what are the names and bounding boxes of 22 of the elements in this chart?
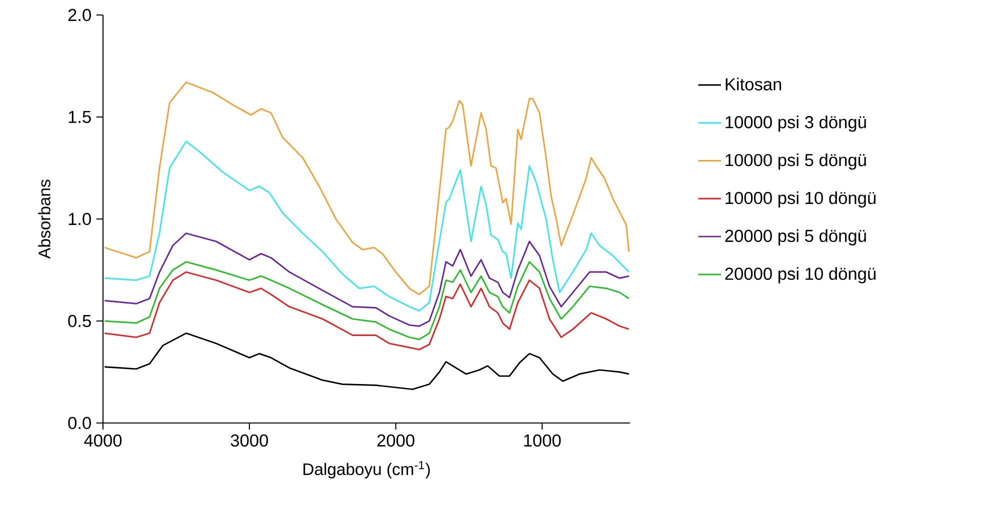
y-tick-label: 2.0: [68, 8, 91, 22]
legend-label: 20000 psi 5 döngü: [725, 229, 866, 246]
line-series: [104, 232, 630, 327]
y-tick-label: 0.5: [68, 314, 91, 328]
y-tick-label: 0.0: [68, 416, 91, 430]
legend-label: 10000 psi 3 döngü: [726, 116, 866, 132]
line-series: [104, 140, 630, 312]
x-tick-label: 2000: [377, 434, 414, 447]
x-axis-title: Dalgaboyu (cm$^{-1}$): [304, 461, 430, 478]
legend-label: Kitosan: [726, 78, 782, 90]
y-tick-label: 1.5: [68, 110, 91, 124]
y-tick-label: 1.0: [68, 212, 91, 226]
legend-label: 10000 psi 5 döngü: [726, 153, 866, 170]
legend-label: 10000 psi 10 döngü: [726, 191, 876, 208]
y-axis-title: Absorbans: [38, 180, 50, 259]
line-series: [104, 271, 630, 350]
line-series: [104, 82, 630, 296]
x-tick-label: 4000: [84, 434, 122, 447]
legend-label: 20000 psi 10 döngü: [725, 267, 876, 284]
x-tick-label: 3000: [230, 434, 268, 447]
x-tick-label: 1000: [524, 434, 561, 447]
line-series: [104, 261, 630, 340]
